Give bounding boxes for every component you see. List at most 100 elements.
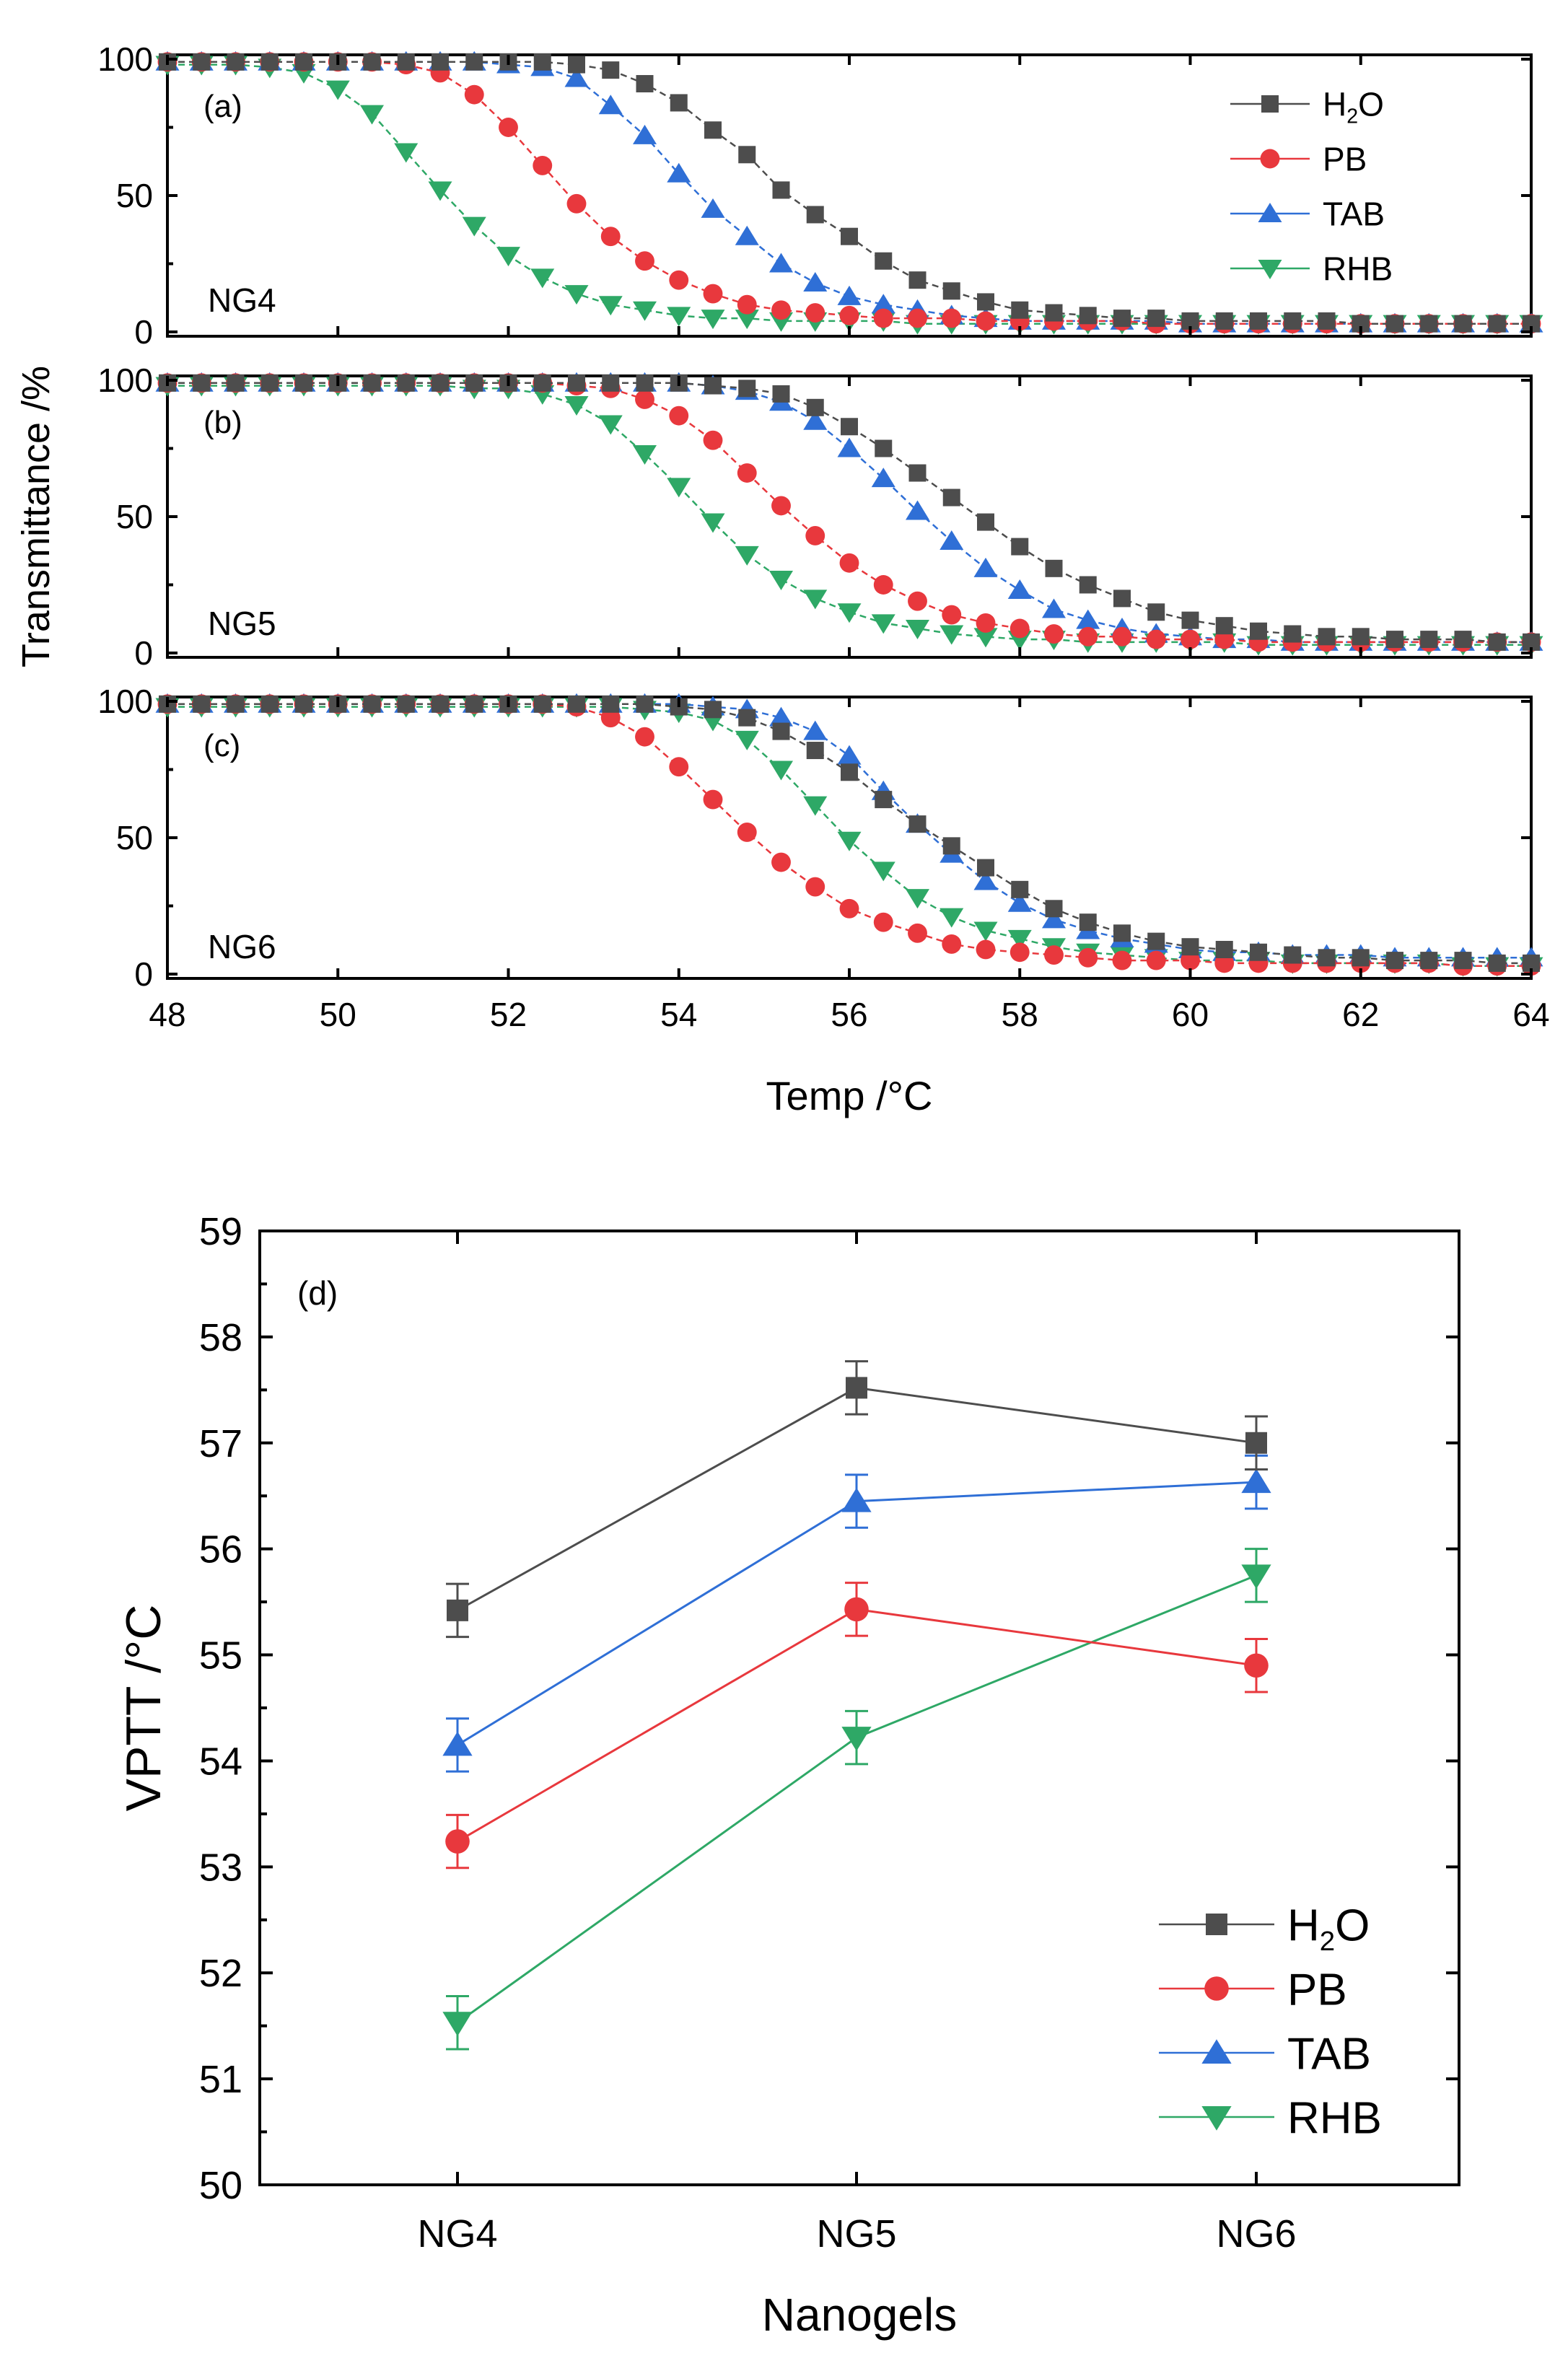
panel-a-tab-point xyxy=(803,271,828,292)
temp-x-axis-label: Temp /°C xyxy=(766,1073,933,1118)
panel-a-rhb-point xyxy=(360,105,384,125)
panel-a-pb-point xyxy=(908,308,927,328)
panel-c-pb-point xyxy=(600,708,621,728)
panel-c-pb-point xyxy=(703,789,723,810)
panel-a-label: (a) xyxy=(203,89,242,124)
panel-d-rhb-point xyxy=(442,2012,473,2037)
panel-c-pb-point xyxy=(908,923,927,943)
panel-b-tab-point xyxy=(940,530,964,551)
panel-a-rhb-point xyxy=(701,310,725,330)
panel-c-pb-point xyxy=(942,934,962,954)
panel-c-h2o-point xyxy=(772,722,790,740)
panel-b-rhb-point xyxy=(906,619,929,639)
panel-a-h2o-point xyxy=(1215,312,1233,330)
panel-d-y-tick-label: 54 xyxy=(199,1740,242,1783)
panel-b-pb-point xyxy=(703,430,723,450)
panel-c-x-tick-label: 54 xyxy=(660,996,697,1033)
panel-a-h2o-point xyxy=(1147,310,1165,328)
panel-c-h2o-point xyxy=(1113,924,1131,942)
panel-c-h2o-point xyxy=(533,695,551,713)
panel-c-h2o-point xyxy=(942,837,960,855)
panel-b-pb-point xyxy=(669,406,689,426)
panel-d-tab-point xyxy=(1241,1468,1271,1494)
panel-a-h2o-point xyxy=(1011,301,1029,319)
panel-a-pb-point xyxy=(873,308,893,328)
panel-d-x-tick-label: NG6 xyxy=(1216,2212,1296,2256)
panel-c-label: (c) xyxy=(203,728,240,763)
panel-a-tab-point xyxy=(633,124,657,144)
panel-b-h2o-point xyxy=(1045,559,1063,577)
panel-c-x-tick-label: 60 xyxy=(1172,996,1209,1033)
panel-c-tab-point xyxy=(803,720,828,740)
panel-a-pb-point xyxy=(600,227,621,247)
panel-b-pb-point xyxy=(1214,629,1235,649)
panel-c-h2o-point xyxy=(1488,954,1506,972)
panel-b-rhb-point xyxy=(973,628,998,648)
panel-b-h2o-point xyxy=(1420,631,1438,649)
panel-d-y-tick-label: 51 xyxy=(199,2058,242,2101)
panel-c-h2o-point xyxy=(397,695,415,713)
panel-c-pb-point xyxy=(976,939,996,960)
panel-d-label: (d) xyxy=(297,1274,338,1312)
panel-b-h2o-point xyxy=(1386,631,1403,649)
panel-b-h2o-point xyxy=(636,374,654,392)
panel-c-pb-point xyxy=(873,912,893,932)
panel-c-y-tick-label: 0 xyxy=(134,955,153,993)
panel-b-h2o-point xyxy=(841,418,858,436)
panel-b-pb-point xyxy=(805,526,825,545)
panel-a-h2o-point xyxy=(636,75,654,93)
panel-d-x-ticks: NG4 NG5 NG6 xyxy=(417,1231,1297,2256)
panel-c-y-tick-label: 100 xyxy=(97,683,153,720)
panel-c-h2o-point xyxy=(1011,880,1029,898)
panel-a-legend-marker-rhb xyxy=(1258,260,1282,279)
panel-b-h2o-point xyxy=(568,374,585,392)
panel-a-h2o-point xyxy=(193,53,211,71)
panel-c-h2o-point xyxy=(1079,913,1097,932)
panel-b-pb-point xyxy=(839,553,859,573)
panel-b-h2o-point xyxy=(260,374,279,392)
panel-c-rhb-point xyxy=(735,730,759,750)
panel-d-x-tick-label: NG5 xyxy=(816,2212,896,2256)
panel-b-rhb-point xyxy=(564,396,589,416)
panel-a-h2o-point xyxy=(942,282,960,300)
panel-d-y-tick-label: 53 xyxy=(199,1846,242,1889)
panel-c-h2o-point xyxy=(875,791,893,809)
panel-d-legend: H2O PB TAB RHB xyxy=(1159,1901,1382,2143)
panel-b-rhb-point xyxy=(769,570,793,590)
panel-c-h2o-point xyxy=(1215,940,1233,958)
panel-c-tab-point xyxy=(837,745,862,765)
panel-d-h2o-point xyxy=(447,1599,468,1621)
panel-d-y-tick-label: 52 xyxy=(199,1952,242,1995)
panel-c-h2o-point xyxy=(363,695,381,713)
panel-c-h2o-point xyxy=(193,695,211,713)
panel-b-tab-point xyxy=(906,500,929,520)
panel-a-rhb-point xyxy=(462,216,486,237)
panel-a-h2o-point xyxy=(908,271,927,289)
panel-c-x-tick-label: 56 xyxy=(831,996,867,1033)
panel-a-y-tick-label: 0 xyxy=(134,313,153,351)
panel-a-rhb-line xyxy=(167,63,1531,325)
panel-b-h2o-point xyxy=(738,380,756,398)
panel-d-tab-point xyxy=(442,1731,473,1756)
panel-a-h2o-point xyxy=(806,206,824,224)
panel-d-legend-label-pb: PB xyxy=(1287,1965,1347,2015)
panel-d-pb-point xyxy=(445,1829,470,1854)
panel-b-h2o-point xyxy=(397,374,415,392)
panel-d-y-tick-label: 56 xyxy=(199,1528,242,1572)
panel-a-h2o-point xyxy=(772,181,790,199)
transmittance-y-axis-label: Transmittance /% xyxy=(14,366,58,667)
panel-b-h2o-point xyxy=(227,374,245,392)
panel-b-y-tick-label: 0 xyxy=(134,634,153,672)
panel-a-y-tick-label: 50 xyxy=(116,177,153,214)
panel-a-h2o-point xyxy=(432,53,449,71)
panel-c-x-tick-label: 58 xyxy=(1002,996,1038,1033)
panel-b-h2o-point xyxy=(1284,625,1302,643)
panel-c-h2o-point xyxy=(841,763,858,781)
panel-b-h2o-point xyxy=(465,374,483,392)
panel-a-tab-point xyxy=(735,225,759,245)
panel-c-h2o-point xyxy=(1181,938,1199,956)
panel-b-pb-point xyxy=(1181,629,1200,649)
panel-c-rhb-point xyxy=(871,862,895,882)
panel-b-y-ticks: 0 50 100 xyxy=(97,361,1533,672)
panel-c-h2o-point xyxy=(432,695,449,713)
